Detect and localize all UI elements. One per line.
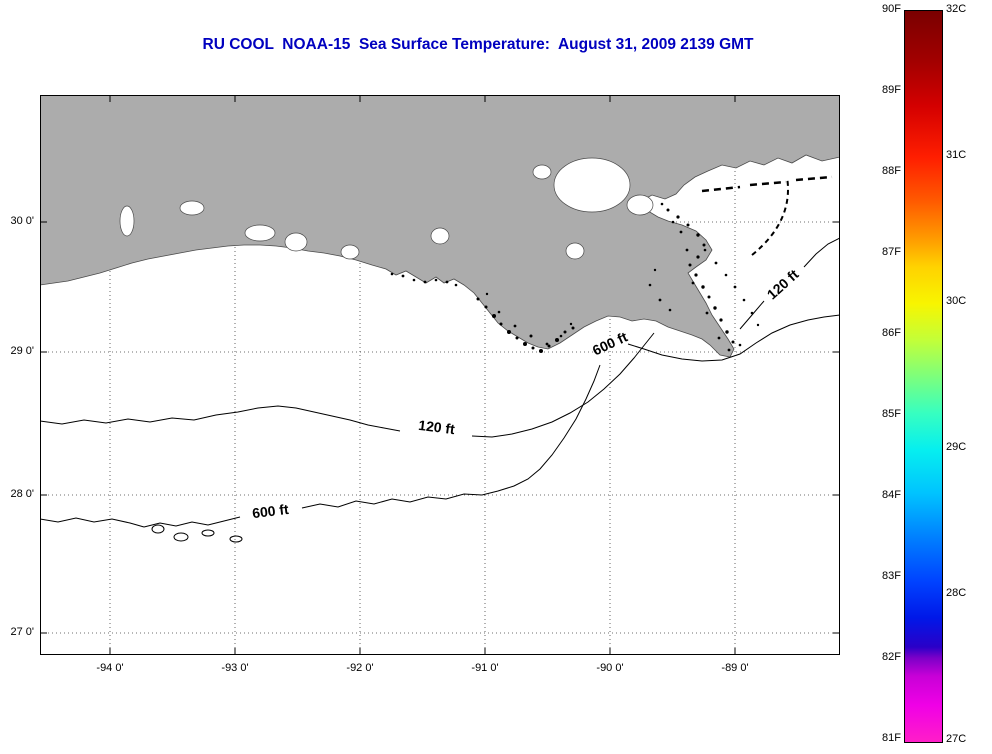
page-title: RU COOL NOAA-15 Sea Surface Temperature:… xyxy=(202,36,754,53)
colorbar-f-label-82: 82F xyxy=(882,651,901,663)
land-mass xyxy=(40,95,840,358)
mississippi-barrier-islands xyxy=(701,175,833,193)
colorbar-f-label-83: 83F xyxy=(882,570,901,582)
depth-contours xyxy=(40,237,840,543)
x-tick-label-90: -90 0' xyxy=(596,662,624,674)
colorbar-f-label-90: 90F xyxy=(882,3,901,15)
y-tick-label-27: 27 0' xyxy=(10,626,34,638)
chandeleur-islands xyxy=(751,176,789,256)
contour-label-600ft-west: 600 ft xyxy=(251,501,290,521)
x-tick-label-91: -91 0' xyxy=(471,662,499,674)
lake-west-2 xyxy=(179,200,205,216)
colorbar-c-label-27: 27C xyxy=(946,733,967,745)
lake-west-1 xyxy=(119,205,135,237)
colorbar-f-label-85: 85F xyxy=(882,408,901,420)
colorbar-f-label-88: 88F xyxy=(882,165,901,177)
barrier-islands xyxy=(701,175,833,256)
y-tick-label-28: 28 0' xyxy=(10,488,34,500)
axes-frame xyxy=(40,95,840,655)
lake-maurepas xyxy=(532,164,552,180)
x-tick-label-92: -92 0' xyxy=(346,662,374,674)
colorbar-c-label-29: 29C xyxy=(946,441,967,453)
contour-label-120ft-west: 120 ft xyxy=(417,417,456,437)
colorbar-c-label-32: 32C xyxy=(946,3,967,15)
x-tick-label-94: -94 0' xyxy=(96,662,124,674)
lake-pontchartrain xyxy=(553,157,631,213)
temperature-colorbar xyxy=(904,10,943,743)
colorbar-c-label-31: 31C xyxy=(946,149,967,161)
colorbar-c-label-28: 28C xyxy=(946,587,967,599)
lake-borgne xyxy=(626,194,654,216)
colorbar-f-label-86: 86F xyxy=(882,327,901,339)
x-tick-label-93: -93 0' xyxy=(221,662,249,674)
colorbar-f-label-87: 87F xyxy=(882,246,901,258)
contour-600ft-east xyxy=(627,314,840,362)
colorbar-f-label-81: 81F xyxy=(882,732,901,744)
y-tick-label-30: 30 0' xyxy=(10,215,34,227)
lake-small-2 xyxy=(430,227,450,245)
colorbar-f-label-89: 89F xyxy=(882,84,901,96)
contour-120ft-west xyxy=(40,332,655,438)
contour-120ft-east xyxy=(739,237,840,330)
y-tick-label-29: 29 0' xyxy=(10,345,34,357)
lake-small-1 xyxy=(340,244,360,260)
lakes xyxy=(119,157,654,260)
lake-grand xyxy=(284,232,308,252)
marsh-speckles xyxy=(390,202,760,353)
contour-600ft-islands xyxy=(151,524,243,543)
lake-little xyxy=(565,242,585,260)
sst-map: 120 ft 600 ft 120 ft 600 ft xyxy=(40,95,840,655)
axis-tick-marks xyxy=(40,95,840,655)
colorbar-f-label-84: 84F xyxy=(882,489,901,501)
contour-600ft-west xyxy=(40,364,601,528)
colorbar-c-label-30: 30C xyxy=(946,295,967,307)
lake-white xyxy=(244,224,276,242)
x-tick-label-89: -89 0' xyxy=(721,662,749,674)
